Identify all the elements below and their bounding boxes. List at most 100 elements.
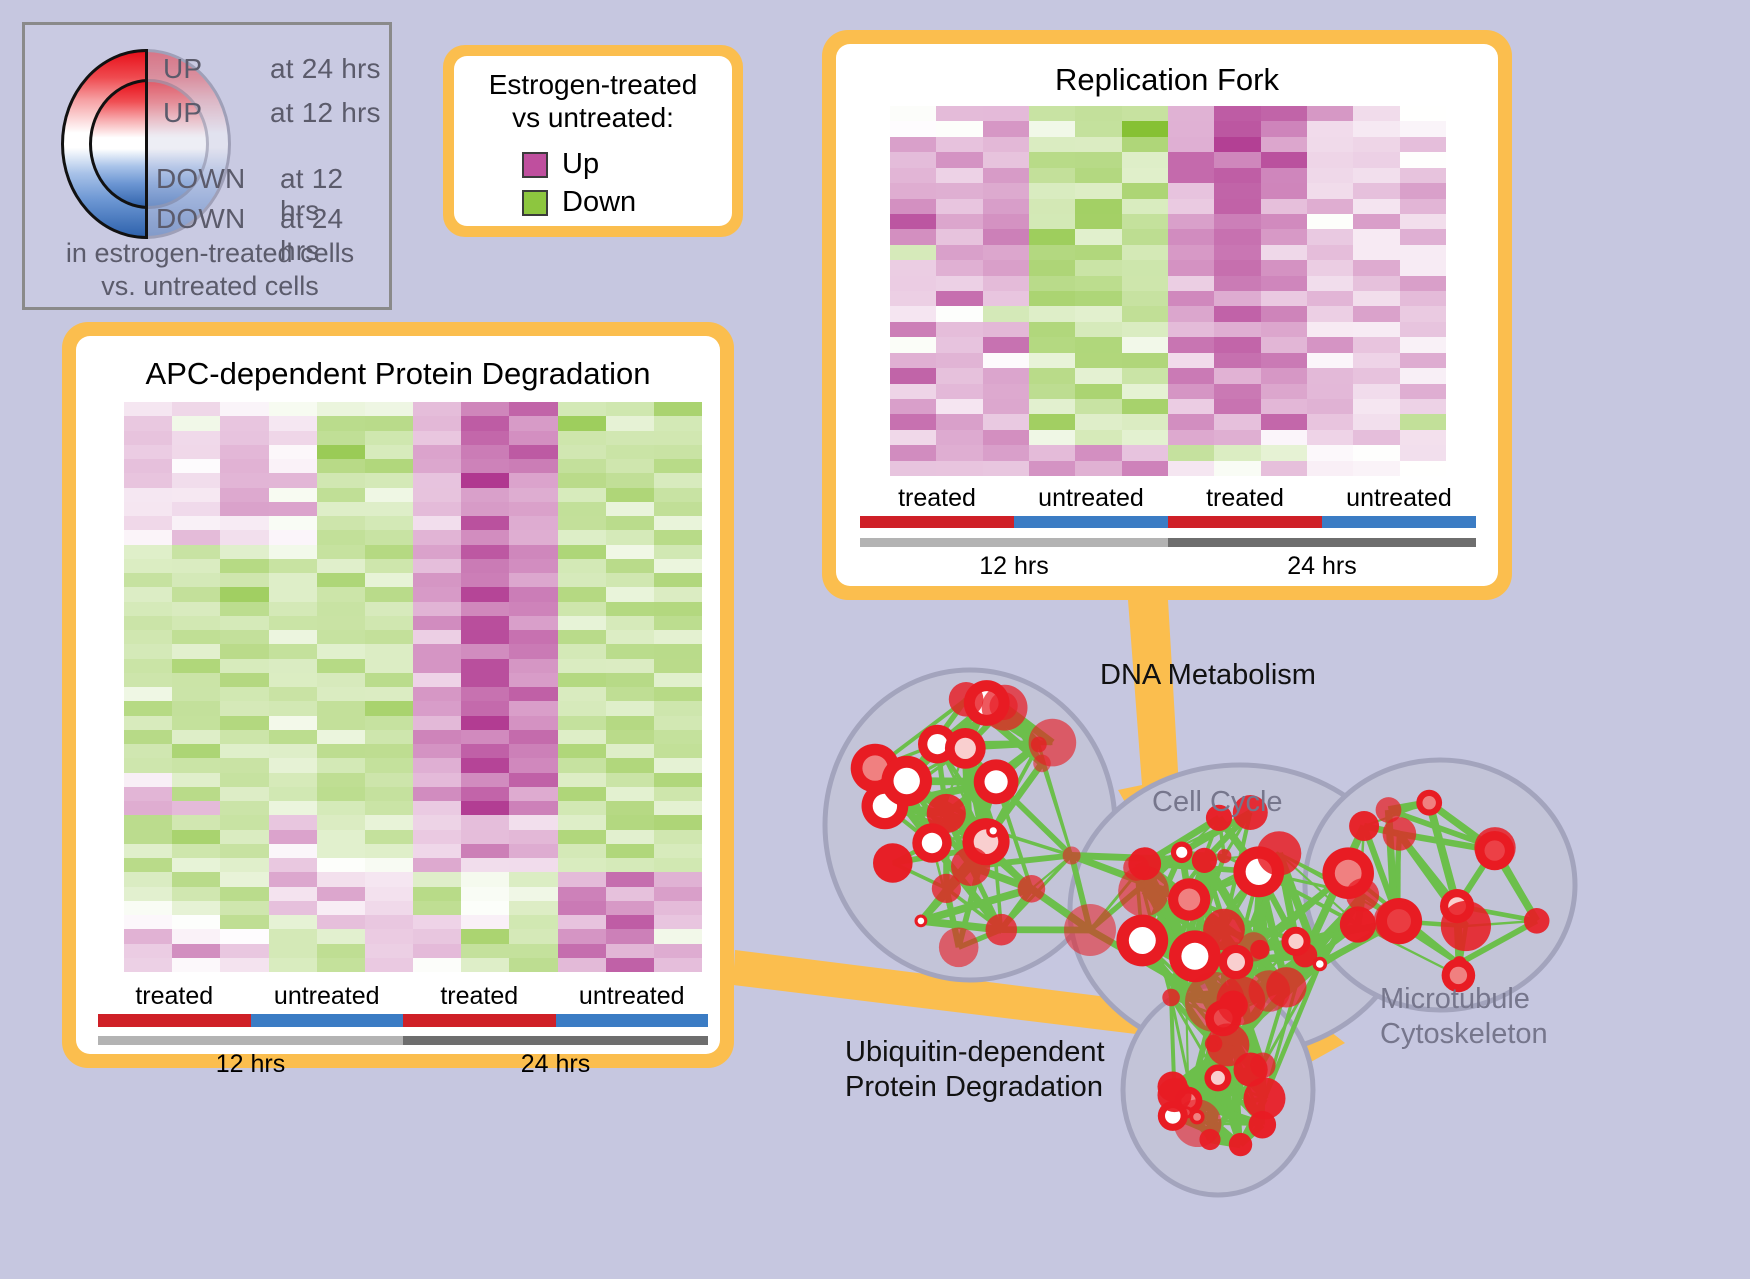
heatmap-cell xyxy=(220,843,269,858)
network-node[interactable] xyxy=(873,843,913,883)
heatmap-cell xyxy=(890,291,937,307)
network-node[interactable] xyxy=(985,913,1018,946)
network-node[interactable] xyxy=(1375,797,1402,823)
network-node[interactable] xyxy=(1185,972,1245,1032)
heatmap-cell xyxy=(461,487,510,502)
heatmap-cell xyxy=(509,772,558,787)
network-node[interactable] xyxy=(1440,900,1491,952)
network-node[interactable] xyxy=(1256,831,1302,876)
network-node[interactable] xyxy=(1349,811,1380,841)
heatmap-cell xyxy=(268,758,317,773)
heatmap-cell xyxy=(1353,121,1400,137)
network-node[interactable] xyxy=(926,793,966,834)
network-node[interactable] xyxy=(1199,1128,1221,1151)
heatmap-cell xyxy=(364,459,413,474)
network-node[interactable] xyxy=(1204,1034,1223,1053)
heatmap-cell xyxy=(413,872,462,887)
heatmap-cell xyxy=(557,701,606,716)
heatmap-cell xyxy=(461,601,510,616)
heatmap-cell xyxy=(220,886,269,901)
network-node[interactable] xyxy=(1266,967,1307,1008)
network-node-core xyxy=(1422,796,1436,810)
network-node[interactable] xyxy=(1157,1078,1192,1113)
network-node[interactable] xyxy=(1162,988,1180,1007)
heatmap-cell xyxy=(172,558,221,573)
heatmap-cell xyxy=(890,198,937,214)
heatmap-cell xyxy=(413,501,462,516)
network-node[interactable] xyxy=(1339,906,1376,943)
sample-group-bar-segment xyxy=(1322,516,1476,528)
key-item-up: Up xyxy=(522,148,599,181)
network-node[interactable] xyxy=(1205,804,1233,831)
heatmap-cell xyxy=(653,687,702,702)
heatmap-cell xyxy=(316,501,365,516)
network-node[interactable] xyxy=(951,846,991,886)
network-node[interactable] xyxy=(1345,878,1380,912)
heatmap-cell xyxy=(605,644,654,659)
network-node-core xyxy=(1165,1108,1181,1124)
heatmap-cell xyxy=(220,744,269,759)
network-node[interactable] xyxy=(1523,908,1550,934)
heatmap-cell xyxy=(1075,167,1122,184)
label-cell-cycle: Cell Cycle xyxy=(1152,786,1283,818)
network-node[interactable] xyxy=(1250,939,1270,960)
network-node[interactable] xyxy=(981,684,1028,731)
heatmap-cell xyxy=(461,516,510,531)
heatmap-cell xyxy=(557,530,606,545)
network-node[interactable] xyxy=(938,927,979,968)
heatmap-cell xyxy=(1306,260,1354,276)
heatmap-cell xyxy=(557,829,606,844)
heatmap-cell xyxy=(172,516,221,531)
heatmap-cell xyxy=(413,701,462,716)
heatmap-cell xyxy=(1214,368,1261,384)
heatmap-cell xyxy=(890,167,937,184)
network-node[interactable] xyxy=(948,682,984,717)
heatmap-cell xyxy=(220,544,269,559)
heatmap-cell xyxy=(1075,383,1122,399)
heatmap-cell xyxy=(605,516,654,531)
heatmap-cell xyxy=(1167,106,1215,122)
time-group-labels-replication-fork: 12 hrs 24 hrs xyxy=(860,552,1476,581)
heatmap-cell xyxy=(1075,337,1122,353)
network-node[interactable] xyxy=(931,873,961,903)
heatmap-cell xyxy=(1353,198,1400,214)
heatmap-cell xyxy=(1214,383,1261,399)
heatmap-cell xyxy=(124,729,173,744)
heatmap-cell xyxy=(1399,445,1446,461)
network-node[interactable] xyxy=(1191,847,1217,873)
heatmap-cell xyxy=(316,530,365,545)
heatmap-cell xyxy=(413,430,462,445)
network-node[interactable] xyxy=(1017,875,1046,903)
heatmap-cell xyxy=(509,701,558,716)
legend-row-1-label: UP xyxy=(163,97,203,128)
heatmap-cell xyxy=(172,672,221,687)
sample-group-bar-segment xyxy=(1014,516,1168,528)
heatmap-cell xyxy=(220,416,269,431)
heatmap-cell xyxy=(1260,337,1307,353)
heatmap-cell xyxy=(1399,460,1446,476)
network-node[interactable] xyxy=(1382,817,1417,851)
network-node[interactable] xyxy=(1206,1023,1250,1067)
heatmap-cell xyxy=(890,183,937,199)
heatmap-cell xyxy=(982,152,1029,168)
network-node[interactable] xyxy=(1373,900,1416,943)
heatmap-cell xyxy=(509,444,558,459)
network-node[interactable] xyxy=(1474,827,1516,869)
network-node[interactable] xyxy=(1062,846,1081,865)
network-node-core xyxy=(1227,953,1245,971)
network-node[interactable] xyxy=(1064,904,1116,956)
network-node[interactable] xyxy=(1232,795,1268,830)
network-node[interactable] xyxy=(1228,1132,1253,1157)
heatmap-cell xyxy=(1399,198,1446,214)
heatmap-cell xyxy=(653,416,702,431)
ring-colorscale-diagram xyxy=(61,49,241,239)
heatmap-cell xyxy=(316,516,365,531)
heatmap-cell xyxy=(1353,229,1400,245)
network-node[interactable] xyxy=(1123,854,1150,881)
network-node[interactable] xyxy=(1028,718,1077,767)
network-node[interactable] xyxy=(1243,1077,1286,1120)
network-node[interactable] xyxy=(1217,849,1232,864)
label-dna-metabolism: DNA Metabolism xyxy=(1100,659,1316,691)
heatmap-cell xyxy=(1353,275,1400,291)
network-node-core xyxy=(1176,846,1188,858)
